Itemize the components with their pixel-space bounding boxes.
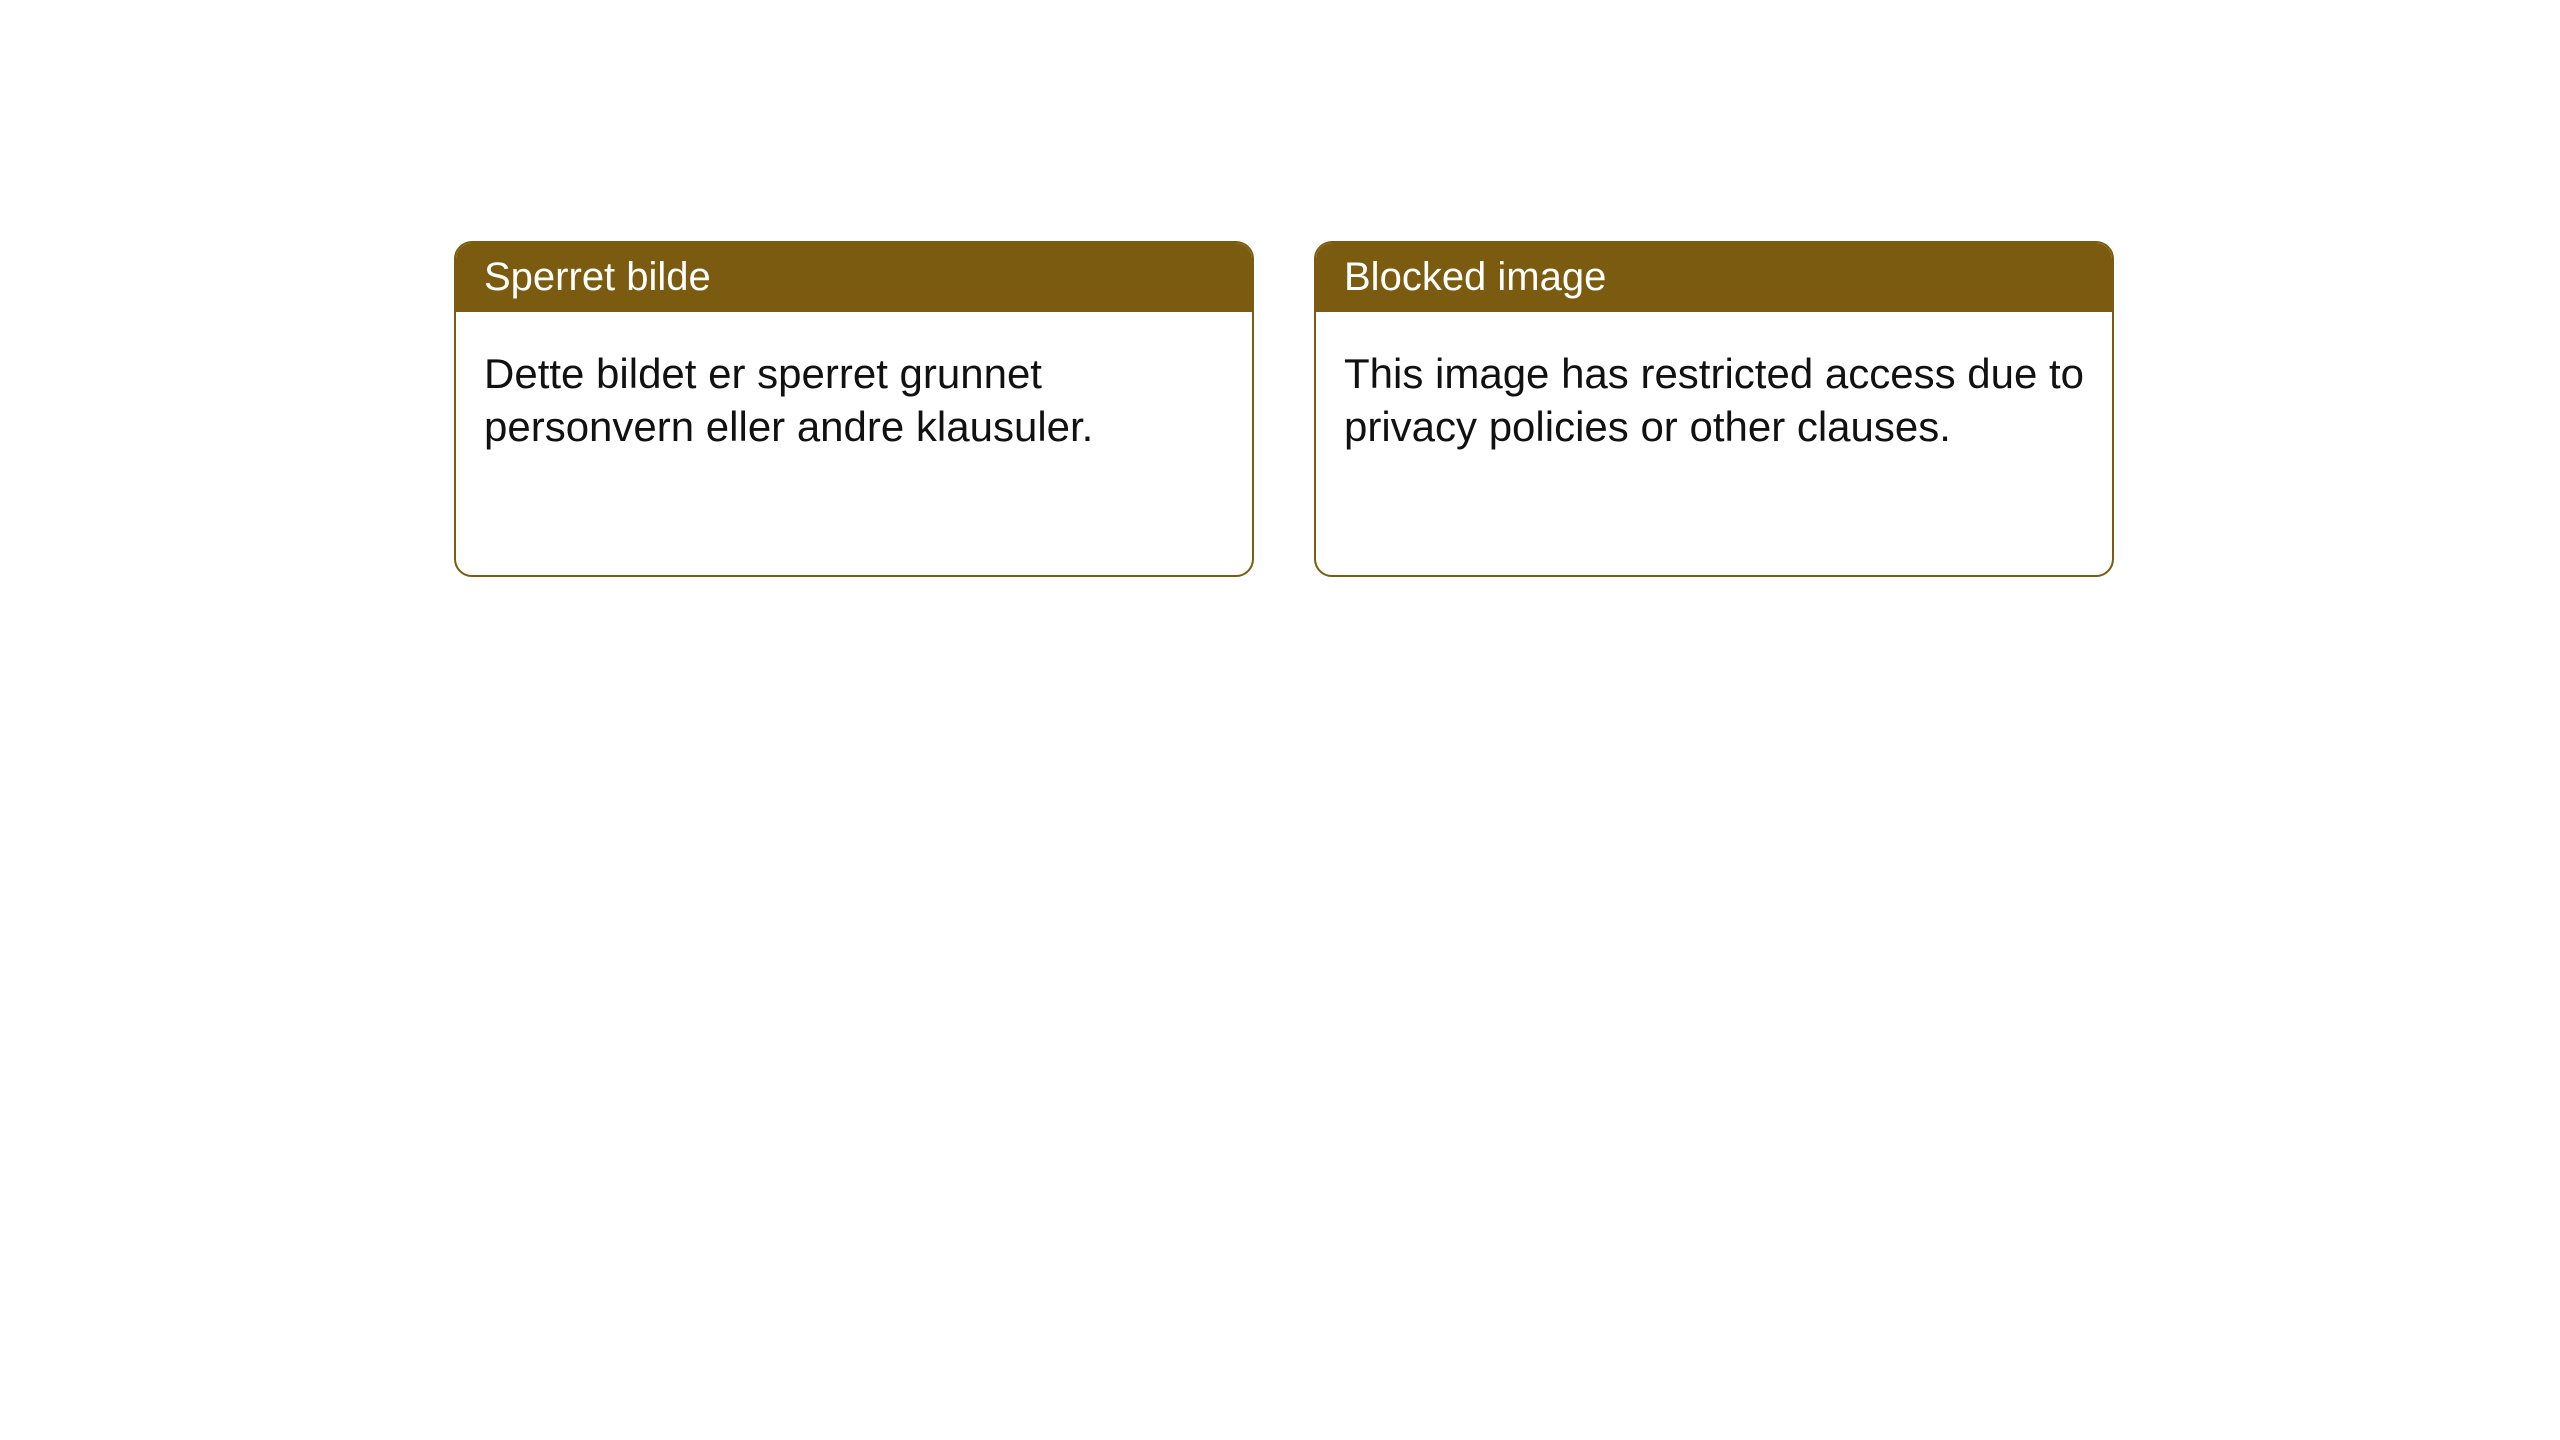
notice-container: Sperret bilde Dette bildet er sperret gr… (0, 0, 2560, 577)
notice-body: Dette bildet er sperret grunnet personve… (456, 312, 1252, 489)
notice-body: This image has restricted access due to … (1316, 312, 2112, 489)
notice-card-english: Blocked image This image has restricted … (1314, 241, 2114, 577)
notice-card-norwegian: Sperret bilde Dette bildet er sperret gr… (454, 241, 1254, 577)
notice-title: Sperret bilde (456, 243, 1252, 312)
notice-title: Blocked image (1316, 243, 2112, 312)
